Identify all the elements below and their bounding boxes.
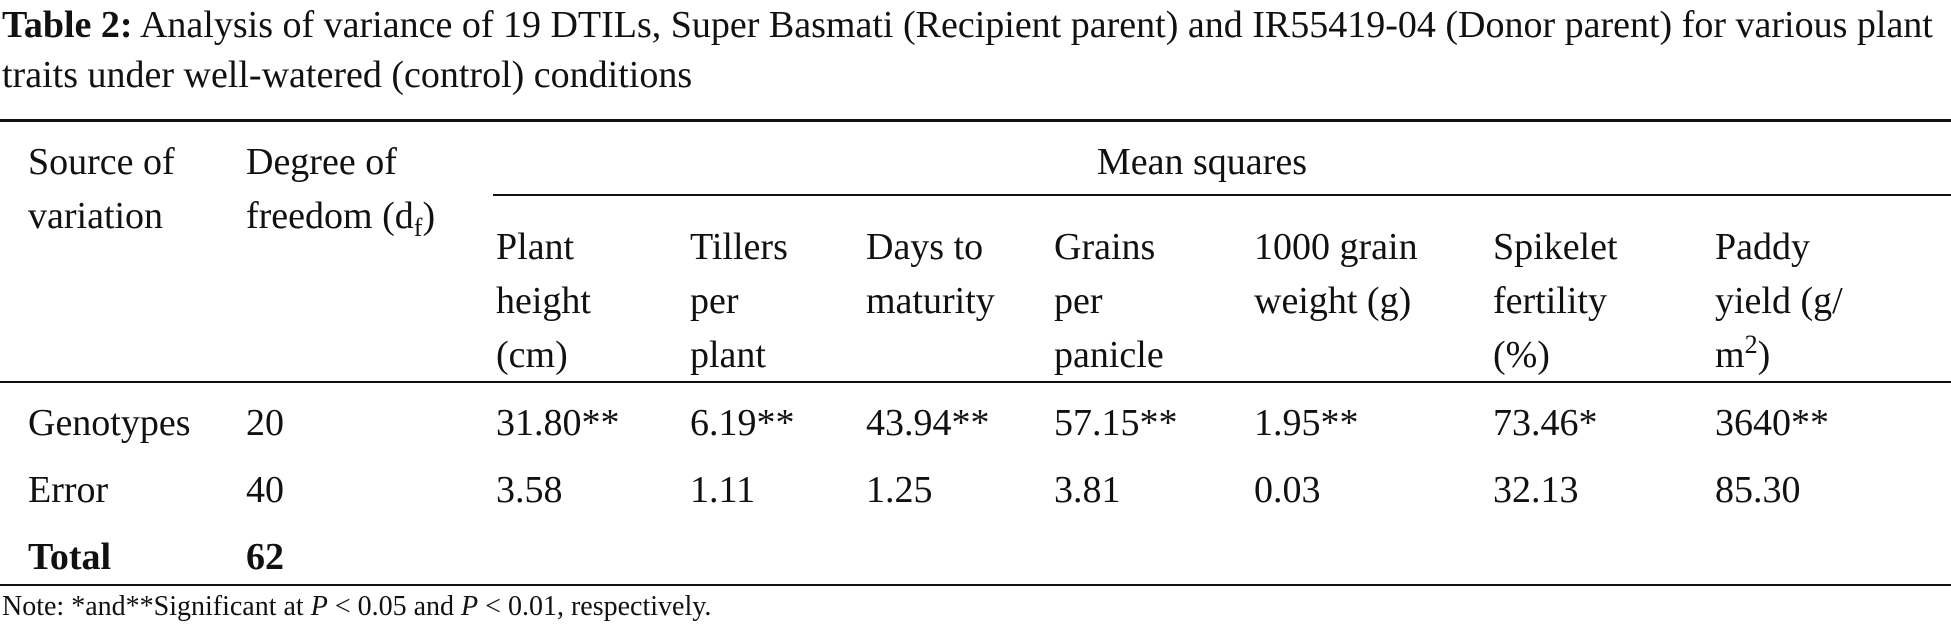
col-header-grains-per-panicle: Grains per panicle	[1054, 226, 1164, 376]
paddy-yield-superscript: 2	[1744, 330, 1758, 359]
mean-squares-rule	[493, 194, 1951, 196]
header-rule	[0, 381, 1951, 383]
row-source-cell: Genotypes	[28, 402, 191, 444]
row-value-cell: 3.58	[496, 469, 563, 511]
row-source-cell: Total	[28, 536, 112, 578]
header-df-line2: freedom (df)	[246, 195, 436, 242]
col-header-days-to-maturity: Days to maturity	[866, 226, 995, 322]
row-value-cell: 43.94**	[866, 402, 990, 444]
col-header-spikelet-fertility: Spikelet fertility (%)	[1493, 226, 1618, 376]
row-value-cell: 31.80**	[496, 402, 620, 444]
top-rule	[0, 119, 1951, 122]
row-value-cell: 3640**	[1715, 402, 1829, 444]
row-source-cell: Error	[28, 469, 109, 511]
table-note: Note: *and**Significant at P < 0.05 and …	[2, 591, 712, 622]
header-df-subscript: f	[413, 213, 423, 242]
row-value-cell: 73.46*	[1493, 402, 1598, 444]
row-value-cell: 57.15**	[1054, 402, 1178, 444]
row-value-cell: 3.81	[1054, 469, 1121, 511]
row-value-cell: 1.11	[690, 469, 756, 511]
row-value-cell: 85.30	[1715, 469, 1801, 511]
col-header-tillers: Tillers per plant	[690, 226, 788, 376]
row-value-cell: 1.95**	[1254, 402, 1359, 444]
caption-label: Table 2:	[2, 4, 133, 46]
col-header-plant-height: Plant height (cm)	[496, 226, 591, 376]
header-source-line1: Source of	[28, 141, 175, 183]
row-value-cell: 6.19**	[690, 402, 795, 444]
row-df-cell: 40	[246, 469, 284, 511]
col-header-grain-weight: 1000 grain weight (g)	[1254, 226, 1418, 322]
row-value-cell: 0.03	[1254, 469, 1321, 511]
header-df-line1: Degree of	[246, 141, 397, 183]
row-value-cell: 32.13	[1493, 469, 1579, 511]
table-caption: Table 2: Analysis of variance of 19 DTIL…	[2, 0, 1947, 100]
row-df-cell: 62	[246, 536, 284, 578]
bottom-rule	[0, 584, 1951, 586]
caption-text: Analysis of variance of 19 DTILs, Super …	[2, 4, 1933, 96]
header-source-line2: variation	[28, 195, 164, 237]
col-header-paddy-yield: Paddy yield (g/ m2)	[1715, 226, 1843, 376]
header-mean-squares: Mean squares	[1097, 141, 1307, 183]
row-value-cell: 1.25	[866, 469, 933, 511]
row-df-cell: 20	[246, 402, 284, 444]
